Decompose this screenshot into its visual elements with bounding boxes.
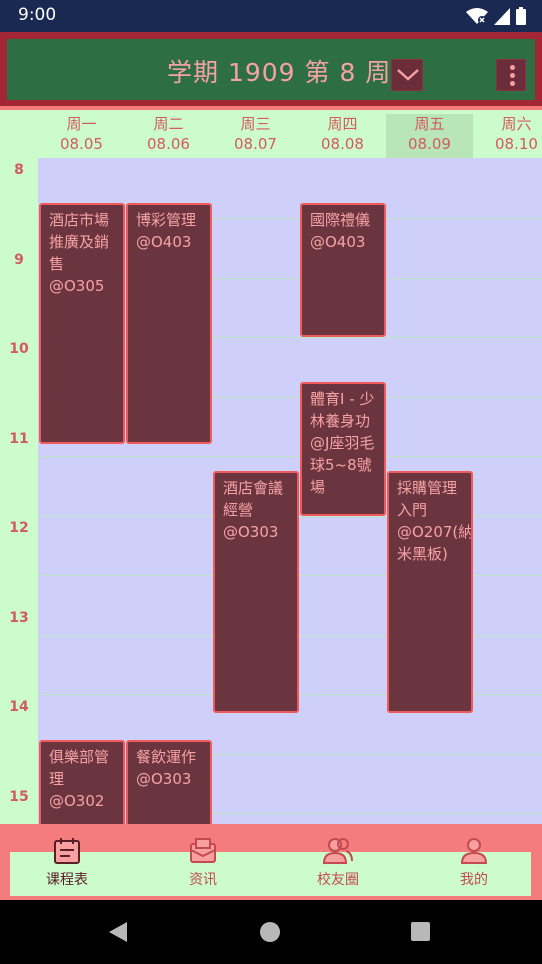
hour-label: 13 <box>9 609 29 626</box>
course-name: 博彩管理 <box>136 210 197 229</box>
grid-line <box>38 753 542 755</box>
chevron-down-icon <box>397 69 419 81</box>
day-date: 08.08 <box>321 135 364 153</box>
nav-label-timetable: 课程表 <box>46 872 88 888</box>
day-header-2: 周二 08.06 <box>125 114 212 162</box>
day-header-4: 周四 08.08 <box>299 114 386 162</box>
group-icon <box>322 838 353 864</box>
day-header-3: 周三 08.07 <box>212 114 299 162</box>
hour-label: 12 <box>9 520 29 536</box>
day-date: 08.05 <box>60 135 103 153</box>
hour-label: 8 <box>14 162 24 178</box>
course-name: 餐飲運作 <box>136 747 197 766</box>
grid-line <box>38 218 542 219</box>
day-header-5: 周五 08.09 <box>386 114 473 162</box>
course-block[interactable]: 酒店市場推廣及銷售 @O305 <box>39 202 125 445</box>
battery-icon <box>516 7 526 25</box>
nav-label-me: 我的 <box>460 872 488 888</box>
course-room: @O303 <box>223 523 279 542</box>
course-room: @O302 <box>49 791 105 810</box>
day-name: 周三 <box>240 115 271 133</box>
course-name: 酒店市場推廣及銷售 <box>49 210 110 273</box>
person-icon <box>460 838 488 864</box>
hour-label: 10 <box>9 341 29 357</box>
course-name: 採購管理入門 <box>397 479 458 520</box>
week-title[interactable]: 学期 1909 第 8 周 <box>167 58 392 87</box>
app-header: 学期 1909 第 8 周 <box>0 32 542 106</box>
course-room: @O207(納米黑板) <box>397 523 473 564</box>
course-block[interactable]: 國際禮儀 @O403 <box>300 202 386 337</box>
week-dropdown-button[interactable] <box>391 59 423 91</box>
course-room: @O403 <box>136 232 192 251</box>
nav-label-news: 资讯 <box>189 872 217 888</box>
day-header-row: 周一 08.05 周二 08.06 周三 08.07 周四 08.08 周五 08.09 周六 08.… <box>0 106 542 162</box>
grid-line <box>38 396 542 398</box>
course-block[interactable]: 博彩管理 @O403 <box>126 202 212 445</box>
day-name: 周六 <box>501 115 532 133</box>
course-name: 酒店會議經營 <box>223 479 284 520</box>
day-date: 08.10 <box>495 135 538 153</box>
more-options-button[interactable] <box>496 59 526 91</box>
back-icon[interactable] <box>108 921 128 943</box>
more-vert-icon <box>510 65 515 70</box>
day-name: 周四 <box>327 115 358 133</box>
day-name: 周二 <box>153 115 184 133</box>
home-icon[interactable] <box>260 922 280 942</box>
status-icons <box>466 7 526 25</box>
nav-item-news[interactable]: 资讯 <box>163 836 243 896</box>
day-header-1: 周一 08.05 <box>38 114 125 162</box>
mail-icon <box>190 838 216 863</box>
day-name: 周一 <box>66 115 97 133</box>
nav-item-me[interactable]: 我的 <box>434 836 514 896</box>
day-name: 周五 <box>414 115 445 133</box>
day-date: 08.07 <box>234 135 277 153</box>
course-block[interactable]: 俱樂部管理 @O302 <box>39 739 125 828</box>
system-nav-bar <box>0 900 542 964</box>
day-header-6: 周六 08.10 <box>473 114 542 162</box>
nav-label-alumni: 校友圈 <box>317 872 359 888</box>
course-name: 俱樂部管理 <box>49 747 110 788</box>
signal-icon <box>494 7 510 25</box>
course-room: @J座羽毛球5~8號場 <box>310 433 375 496</box>
time-column: 8 9 10 11 12 13 14 15 <box>0 158 38 828</box>
course-name: 國際禮儀 <box>310 210 371 229</box>
nav-item-timetable[interactable]: 课程表 <box>27 836 107 896</box>
course-block[interactable]: 採購管理入門 @O207(納米黑板) <box>387 471 473 713</box>
wifi-icon <box>466 7 488 24</box>
hour-label: 15 <box>9 788 29 805</box>
day-date: 08.09 <box>408 135 451 153</box>
course-room: @O305 <box>49 276 105 295</box>
timetable-grid: 8 9 10 11 12 13 14 15 酒店市場推廣及銷售 @O305 博彩管理 @O403 國際… <box>0 158 542 828</box>
recent-apps-icon[interactable] <box>411 922 430 941</box>
bottom-nav: 课程表 资讯 校友圈 我的 <box>0 824 542 900</box>
course-block[interactable]: 酒店會議經營 @O303 <box>213 471 299 713</box>
grid-line <box>38 813 542 814</box>
grid-line <box>38 456 542 457</box>
hour-label: 14 <box>9 699 29 715</box>
course-block[interactable]: 餐飲運作 @O303 <box>126 739 212 828</box>
calendar-icon <box>54 838 80 864</box>
status-bar: 9:00 <box>0 0 542 32</box>
status-time: 9:00 <box>18 5 57 25</box>
header-bar: 学期 1909 第 8 周 <box>7 39 535 100</box>
grid-line <box>38 337 542 338</box>
timetable-cells: 酒店市場推廣及銷售 @O305 博彩管理 @O403 國際禮儀 @O403 體育I - 少林… <box>38 158 542 828</box>
bottom-nav-bar <box>10 852 531 896</box>
course-room: @O403 <box>310 232 366 251</box>
course-block[interactable]: 體育I - 少林養身功 @J座羽毛球5~8號場 <box>300 381 386 516</box>
day-date: 08.06 <box>147 135 190 153</box>
nav-item-alumni[interactable]: 校友圈 <box>298 836 378 896</box>
course-room: @O303 <box>136 769 192 788</box>
hour-label: 9 <box>14 251 24 268</box>
grid-line <box>38 277 542 279</box>
course-name: 體育I - 少林養身功 <box>310 389 375 430</box>
hour-label: 11 <box>9 430 29 447</box>
